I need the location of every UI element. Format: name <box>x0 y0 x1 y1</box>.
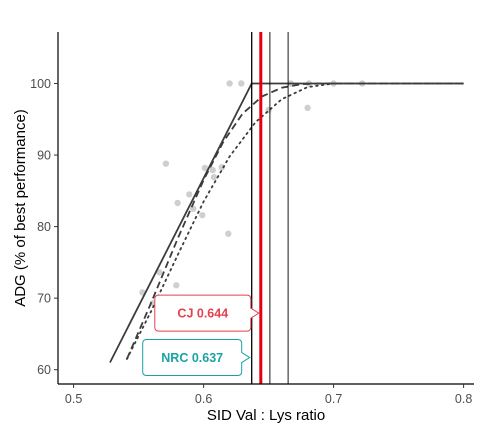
x-tick-label: 0.5 <box>65 392 82 406</box>
data-point <box>156 269 163 276</box>
data-point <box>209 166 216 174</box>
data-point <box>174 199 181 207</box>
callout-cj: CJ 0.644 <box>154 294 260 332</box>
plot-area: CJ 0.644 NRC 0.637 <box>109 32 465 384</box>
fit-line-dotted <box>126 82 465 360</box>
y-tick-label: 100 <box>30 77 51 91</box>
x-axis-title: SID Val : Lys ratio <box>207 407 325 424</box>
axes: 0.5 0.6 0.7 0.8 60 70 80 90 100 <box>30 32 474 406</box>
annotations: CJ 0.644 NRC 0.637 <box>142 294 260 377</box>
y-tick-label: 90 <box>37 149 51 163</box>
data-points <box>139 80 366 307</box>
x-tick-label: 0.8 <box>455 392 472 406</box>
y-axis-title: ADG (% of best performance) <box>12 109 29 307</box>
callout-label: NRC 0.637 <box>161 351 223 365</box>
y-tick-label: 60 <box>37 363 51 377</box>
y-tick-label: 80 <box>37 220 51 234</box>
data-point <box>201 164 209 172</box>
callout-box <box>154 294 260 332</box>
y-tick-label: 70 <box>37 292 51 306</box>
fit-line-dashed <box>126 82 464 360</box>
data-point <box>226 80 233 87</box>
data-point <box>162 160 170 167</box>
data-point <box>199 211 206 219</box>
data-point <box>304 104 311 112</box>
x-tick-label: 0.6 <box>195 392 212 406</box>
callout-label: CJ 0.644 <box>177 307 228 321</box>
data-point <box>173 282 180 289</box>
data-point <box>210 174 218 181</box>
callout-nrc: NRC 0.637 <box>142 339 251 377</box>
data-point <box>238 80 245 87</box>
data-point <box>186 191 193 198</box>
threshold-lines <box>251 32 289 384</box>
x-tick-label: 0.7 <box>325 392 342 406</box>
callout-box <box>142 339 251 377</box>
data-point <box>225 230 232 237</box>
